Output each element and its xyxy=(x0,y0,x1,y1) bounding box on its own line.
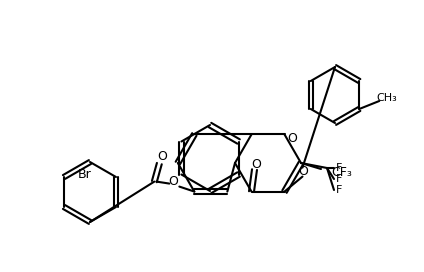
Text: O: O xyxy=(251,158,262,171)
Text: F: F xyxy=(336,163,342,173)
Text: O: O xyxy=(298,165,308,178)
Text: F: F xyxy=(336,185,342,195)
Text: Br: Br xyxy=(78,168,92,181)
Text: CH₃: CH₃ xyxy=(377,93,398,103)
Text: CF₃: CF₃ xyxy=(331,166,352,180)
Text: F: F xyxy=(336,174,342,184)
Text: O: O xyxy=(157,150,167,163)
Text: O: O xyxy=(287,132,298,145)
Text: O: O xyxy=(168,175,178,188)
